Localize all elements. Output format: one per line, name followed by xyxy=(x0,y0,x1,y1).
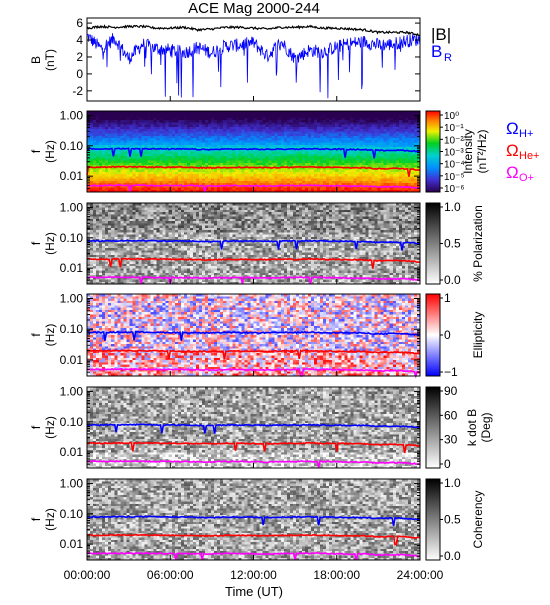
colorbar-label-intensity: Intensity xyxy=(461,129,475,174)
omega-o-label-subscript: O+ xyxy=(519,172,534,184)
colorbar-label-coherency: Coherency xyxy=(471,490,485,548)
heatmap-coherency xyxy=(87,479,420,560)
b-ytick-label: 6 xyxy=(76,16,83,30)
colorbar-label-kdotb: k dot B xyxy=(465,409,479,446)
omega-h-label-subscript: H+ xyxy=(519,128,533,140)
time-tick-label: 06:00:00 xyxy=(147,568,194,582)
panel-coherency: 1.00 0.10 0.01 f(Hz) 1.0 0.5 0.0 Coherency xyxy=(29,476,485,563)
colorbar-tick-label: 0 xyxy=(444,457,451,471)
colorbar-tick-label: 0.0 xyxy=(444,549,461,563)
colorbar-tick-label: 1 xyxy=(444,291,451,305)
b-ytick-label: -2 xyxy=(72,84,83,98)
colorbar-tick-label: 30 xyxy=(444,433,458,447)
colorbar-tick-label: 1.0 xyxy=(444,200,461,214)
freq-tick-label: 0.01 xyxy=(60,445,84,459)
colorbar-tick-label: 0 xyxy=(444,328,451,342)
freq-ylabel-unit: (Hz) xyxy=(43,416,57,439)
freq-tick-label: 1.00 xyxy=(60,476,84,490)
freq-tick-label: 0.10 xyxy=(60,507,84,521)
colorbar-kdotb xyxy=(426,387,440,468)
b-ytick-label: 0 xyxy=(76,67,83,81)
time-tick-label: 12:00:00 xyxy=(230,568,277,582)
heatmap-intensity xyxy=(87,111,420,192)
freq-ylabel-unit: (Hz) xyxy=(43,508,57,531)
time-axis: 00:00:00 06:00:00 12:00:00 18:00:00 24:00:00 xyxy=(64,568,444,582)
colorbar-label-polarization: % Polarization xyxy=(471,205,485,282)
omega-he-label-subscript: He+ xyxy=(519,150,540,162)
colorbar-tick-label: 1.0 xyxy=(444,476,461,490)
heatmap-ellipticity xyxy=(87,294,420,376)
omega-o-label: Ω xyxy=(506,163,519,182)
time-axis-label: Time (UT) xyxy=(225,584,283,599)
freq-ylabel: f xyxy=(29,149,43,153)
time-tick-label: 24:00:00 xyxy=(397,568,444,582)
colorbar-polarization xyxy=(426,203,440,284)
freq-tick-label: 1.00 xyxy=(60,384,84,398)
freq-ylabel: f xyxy=(29,425,43,429)
legend-b-radial: B xyxy=(431,42,442,61)
freq-ylabel: f xyxy=(29,333,43,337)
freq-tick-label: 1.00 xyxy=(60,108,84,122)
heatmap-kdotb xyxy=(87,387,420,468)
freq-tick-label: 1.00 xyxy=(60,200,84,214)
colorbar-ellipticity xyxy=(426,294,440,376)
b-ytick-label: 2 xyxy=(76,50,83,64)
b-ylabel-unit: (nT) xyxy=(43,49,57,71)
colorbar-coherency xyxy=(426,479,440,560)
panel-polarization: 1.00 0.10 0.01 f(Hz) 1.0 0.5 0.0 % Polarization xyxy=(29,200,485,287)
panel-kdotb: 1.00 0.10 0.01 f(Hz) 90 60 30 0 k dot B(Deg) xyxy=(29,384,493,471)
freq-ylabel: f xyxy=(29,241,43,245)
freq-tick-label: 0.10 xyxy=(60,231,84,245)
freq-tick-label: 0.10 xyxy=(60,415,84,429)
colorbar-label-ellipticity: Ellipticity xyxy=(471,312,485,359)
figure-title: ACE Mag 2000-244 xyxy=(188,0,320,17)
omega-h-label: Ω xyxy=(506,119,519,138)
time-tick-label: 00:00:00 xyxy=(64,568,111,582)
colorbar-intensity xyxy=(426,111,440,192)
colorbar-tick-label: 90 xyxy=(444,384,458,398)
time-tick-label: 18:00:00 xyxy=(313,568,360,582)
freq-tick-label: 0.01 xyxy=(60,537,84,551)
panel-ellipticity: 1.00 0.10 0.01 f(Hz) 1 0 −1 Ellipticity xyxy=(29,291,485,379)
b-ylabel: B xyxy=(29,56,43,64)
freq-ylabel-unit: (Hz) xyxy=(43,140,57,163)
freq-tick-label: 1.00 xyxy=(60,291,84,305)
colorbar-tick-label: 60 xyxy=(444,408,458,422)
colorbar-tick-label: 0.0 xyxy=(444,273,461,287)
freq-tick-label: 0.10 xyxy=(60,322,84,336)
b-ytick-label: 4 xyxy=(76,33,83,47)
freq-tick-label: 0.01 xyxy=(60,261,84,275)
colorbar-tick-label: 0.5 xyxy=(444,513,461,527)
freq-ylabel-unit: (Hz) xyxy=(43,232,57,255)
colorbar-unit-kdotb: (Deg) xyxy=(479,412,493,442)
panel-intensity: 1.000.100.01f(Hz)10⁰10⁻¹10⁻²10⁻³10⁻⁴10⁻⁵… xyxy=(29,108,540,195)
colorbar-tick-label: 0.5 xyxy=(444,237,461,251)
colorbar-tick-label: −1 xyxy=(444,365,458,379)
freq-ylabel: f xyxy=(29,517,43,521)
freq-tick-label: 0.01 xyxy=(60,353,84,367)
freq-tick-label: 0.10 xyxy=(60,139,84,153)
heatmap-polarization xyxy=(87,203,420,284)
colorbar-tick-label: 10⁻⁶ xyxy=(444,184,465,195)
colorbar-tick-label: 10⁰ xyxy=(444,111,459,122)
omega-he-label: Ω xyxy=(506,141,519,160)
colorbar-unit-intensity: (nT²/Hz) xyxy=(475,130,489,174)
legend-b-radial-subscript: R xyxy=(444,52,452,64)
freq-ylabel-unit: (Hz) xyxy=(43,324,57,347)
freq-tick-label: 0.01 xyxy=(60,169,84,183)
spectrogram-panels: 1.000.100.01f(Hz)10⁰10⁻¹10⁻²10⁻³10⁻⁴10⁻⁵… xyxy=(29,108,540,563)
